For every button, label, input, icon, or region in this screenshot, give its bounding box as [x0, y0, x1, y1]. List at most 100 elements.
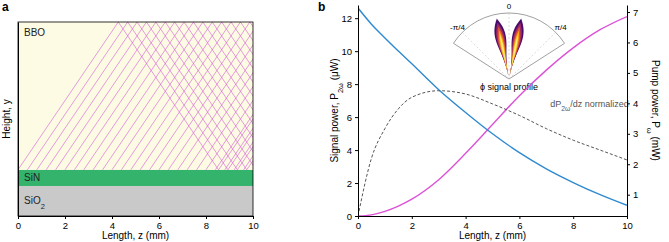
tick: 8 — [347, 79, 358, 90]
ray — [187, 22, 253, 170]
text-part: (mW) — [650, 134, 661, 161]
tick-mark — [253, 216, 254, 219]
series-line — [358, 91, 627, 216]
layer — [18, 186, 253, 216]
tick: 3 — [627, 128, 638, 139]
tick: 0 — [356, 216, 361, 231]
tick-mark — [355, 18, 358, 19]
tick-mark — [627, 12, 630, 13]
axis: 0246810 — [16, 216, 259, 231]
tick-mark — [355, 216, 358, 217]
ray — [18, 22, 253, 170]
tick-label: 7 — [633, 7, 638, 18]
tick-mark — [112, 216, 113, 219]
tick: 6 — [347, 112, 358, 123]
tick: 2 — [63, 216, 68, 231]
axis: 1 2 3 4 5 6 7 — [627, 6, 638, 217]
tick: 7 — [627, 7, 638, 18]
inset-lobe — [498, 26, 509, 79]
tick-mark — [206, 216, 207, 219]
text-part: BBO — [24, 27, 45, 38]
tick: 2 — [627, 159, 638, 170]
inset-lobe — [509, 30, 519, 79]
tick: 4 — [627, 98, 638, 109]
layer-label: SiN — [24, 172, 40, 183]
tick-label: 8 — [347, 79, 352, 90]
text-part: Pump power, P — [650, 60, 661, 128]
subscript: 2ω — [561, 104, 570, 111]
tick: 10 — [248, 216, 259, 231]
axis-title: Length, z (mm) — [459, 230, 526, 241]
inset-lobe — [509, 22, 522, 79]
inset-grid — [509, 13, 510, 79]
tick-mark — [627, 73, 630, 74]
tick-label: 2 — [347, 178, 352, 189]
ray — [225, 22, 253, 170]
tick-mark — [627, 134, 630, 135]
inset-tick-label: -π/4 — [450, 23, 465, 32]
tick-mark — [519, 216, 520, 219]
inset-title: ϕ signal profile — [480, 82, 538, 92]
tick-label: 2 — [63, 220, 68, 231]
tick-label: 10 — [622, 220, 633, 231]
ray — [74, 22, 253, 170]
tick: 6 — [157, 216, 162, 231]
plot-area — [358, 8, 627, 216]
figure: SiO2SiNBBO0246810Length, z (mm)Height, y… — [0, 0, 669, 242]
panel-b: -π/40π/4ϕ signal profiledP2ω/dz normaliz… — [318, 0, 661, 241]
tick-label: 8 — [204, 220, 209, 231]
axis-line — [359, 216, 628, 217]
plot-area — [18, 22, 253, 216]
series-line — [358, 17, 627, 216]
tick-mark — [627, 103, 630, 104]
tick-label: 10 — [248, 220, 259, 231]
ray — [234, 22, 253, 170]
tick-label: 0 — [347, 211, 352, 222]
text-part: SiN — [24, 172, 40, 183]
axis: 0246810 — [356, 216, 633, 231]
tick: 6 — [517, 216, 522, 231]
tick-mark — [627, 195, 630, 196]
layer-label: SiO2 — [24, 195, 45, 211]
tick-label: 1 — [633, 189, 638, 200]
panel-label: b — [318, 0, 325, 14]
tick: 5 — [627, 67, 638, 78]
tick-label: 12 — [341, 13, 352, 24]
tick-label: 0 — [356, 220, 361, 231]
tick-mark — [65, 216, 66, 219]
tick: 2 — [347, 178, 358, 189]
tick-mark — [627, 42, 630, 43]
tick: 4 — [463, 216, 468, 231]
tick-mark — [355, 51, 358, 52]
ray — [140, 22, 253, 170]
ray — [159, 22, 253, 170]
inset-lobe — [509, 26, 520, 79]
tick-label: 0 — [16, 220, 21, 231]
ray — [206, 22, 253, 170]
tick-label: 3 — [633, 128, 638, 139]
text-part: dP — [550, 99, 561, 109]
tick-mark — [627, 164, 630, 165]
tick-mark — [355, 84, 358, 85]
inset-lobe — [509, 34, 518, 79]
axis-line — [19, 216, 254, 217]
inset-lobe — [509, 18, 524, 79]
panel-label: a — [2, 0, 9, 14]
ray — [150, 22, 253, 170]
tick: 12 — [341, 13, 358, 24]
ray — [197, 22, 253, 170]
tick-label: 10 — [341, 46, 352, 57]
inset: -π/40π/4ϕ signal profile — [450, 2, 567, 92]
tick-mark — [355, 183, 358, 184]
ray — [121, 22, 253, 170]
inset-tick-label: 0 — [507, 2, 512, 11]
layer-label: BBO — [24, 27, 45, 38]
tick: 8 — [204, 216, 209, 231]
text-part: Signal power, P — [329, 93, 340, 163]
ray — [215, 22, 253, 170]
tick: 6 — [627, 37, 638, 48]
tick: 2 — [410, 216, 415, 231]
axis-title: Pump power, Pω (mW) — [646, 60, 662, 161]
tick-label: 4 — [347, 145, 352, 156]
tick-label: 5 — [633, 67, 638, 78]
